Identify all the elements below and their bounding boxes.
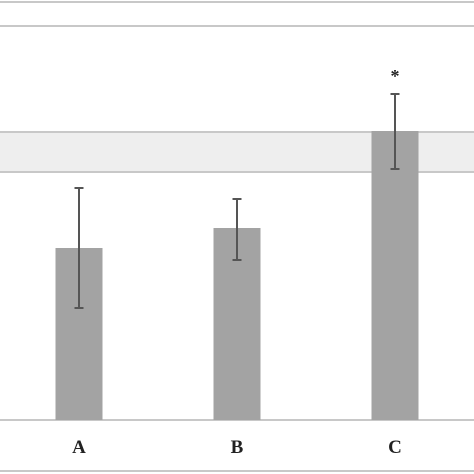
- error-bar-b: [232, 198, 242, 261]
- category-label: C: [388, 437, 402, 458]
- error-bar-c: [390, 93, 400, 170]
- error-bar-a: [74, 187, 84, 309]
- annotation-layer: *: [391, 66, 400, 86]
- category-label: A: [72, 437, 86, 458]
- error-bar-layer: [74, 93, 400, 309]
- significance-marker: *: [391, 66, 400, 86]
- category-label-layer: A B C: [72, 437, 402, 458]
- category-label: B: [231, 437, 244, 458]
- bar-c: [371, 131, 419, 420]
